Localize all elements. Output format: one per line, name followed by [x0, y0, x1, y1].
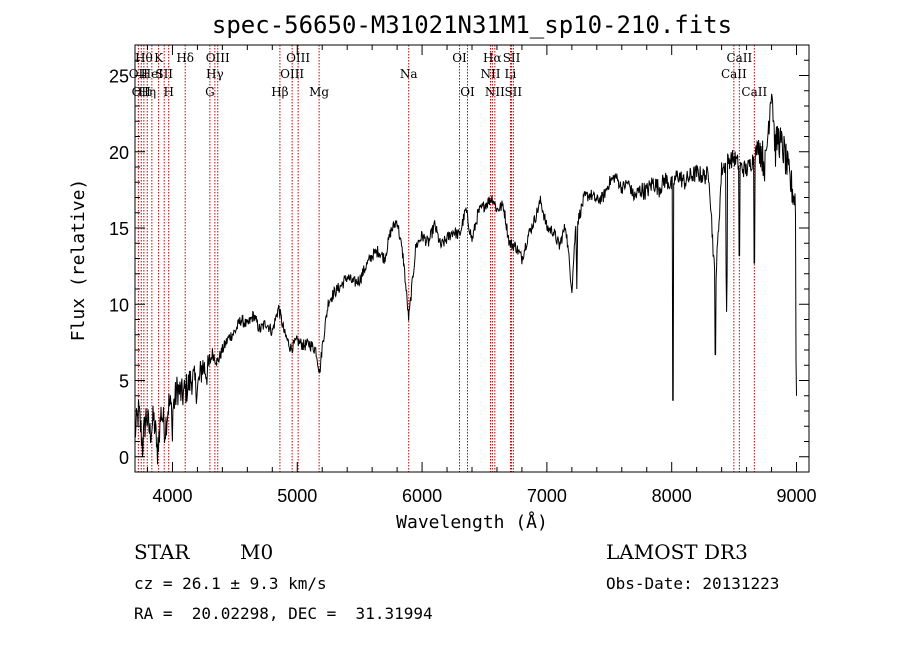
reference-line-label: Na: [400, 67, 418, 81]
y-tick-label: 10: [109, 295, 129, 315]
reference-lines: [137, 45, 755, 472]
chart-title: spec-56650-M31021N31M1_sp10-210.fits: [212, 11, 732, 39]
x-tick-label: 9000: [776, 486, 816, 506]
reference-line-label: NII: [485, 85, 505, 99]
object-class: STAR: [134, 540, 190, 564]
reference-line-label: SII: [155, 67, 173, 81]
spectrum-line: [134, 93, 797, 465]
y-tick-label: 15: [109, 219, 129, 239]
observation-date: Obs-Date: 20131223: [606, 574, 780, 593]
reference-line-label: SII: [503, 51, 521, 65]
reference-line-label: OII: [132, 85, 152, 99]
reference-line-label: H: [163, 85, 173, 99]
reference-line-label: OIII: [280, 67, 304, 81]
axes: [134, 44, 810, 473]
reference-line-label: OI: [452, 51, 467, 65]
reference-line-label: OIII: [206, 51, 230, 65]
x-tick-label: 5000: [277, 486, 317, 506]
reference-line-label: Hθ: [135, 51, 153, 65]
reference-line-label: CaII: [721, 67, 747, 81]
y-tick-label: 0: [119, 448, 129, 468]
reference-line-label: CaII: [741, 85, 767, 99]
y-tick-label: 20: [109, 143, 129, 163]
reference-line-label: OI: [460, 85, 475, 99]
reference-line-labels: OII OII Hθ Hη HeI K SII H Hδ G Hγ OIII Hβ OIII OIII Mg N…: [129, 51, 768, 99]
reference-line-label: HeI: [141, 67, 164, 81]
reference-line-label: CaII: [726, 51, 752, 65]
reference-line-label: Hγ: [206, 67, 224, 81]
x-tick-label: 6000: [402, 486, 442, 506]
reference-line-label: OIII: [286, 51, 310, 65]
object-subclass: M0: [240, 540, 274, 564]
reference-line-label: K: [154, 51, 164, 65]
x-tick-label: 8000: [652, 486, 692, 506]
y-axis-label: Flux (relative): [68, 179, 89, 342]
y-axis-ticks: 0 5 10 15 20 25: [109, 59, 809, 468]
reference-line-label: Hβ: [271, 85, 288, 99]
reference-line-label: Hδ: [176, 51, 194, 65]
y-tick-label: 25: [109, 67, 129, 87]
reference-line-label: Li: [505, 67, 517, 81]
survey-name: LAMOST DR3: [606, 540, 748, 564]
plot-frame: [134, 44, 810, 473]
reference-line-label: Hα: [483, 51, 502, 65]
reference-line-label: NII: [480, 67, 500, 81]
x-tick-label: 4000: [152, 486, 192, 506]
reference-line-label: Mg: [309, 85, 329, 99]
x-tick-label: 7000: [527, 486, 567, 506]
redshift-value: cz = 26.1 ± 9.3 km/s: [134, 574, 327, 593]
reference-line-label: Hη: [138, 85, 156, 99]
sky-coordinates: RA = 20.02298, DEC = 31.31994: [134, 604, 433, 623]
x-axis-ticks: 4000 5000 6000 7000 8000 9000: [146, 45, 817, 506]
reference-line-label: OII: [129, 67, 149, 81]
x-axis-label: Wavelength (Å): [396, 511, 548, 533]
reference-line-label: SII: [504, 85, 522, 99]
reference-line-label: G: [205, 85, 215, 99]
y-tick-label: 5: [119, 372, 129, 392]
